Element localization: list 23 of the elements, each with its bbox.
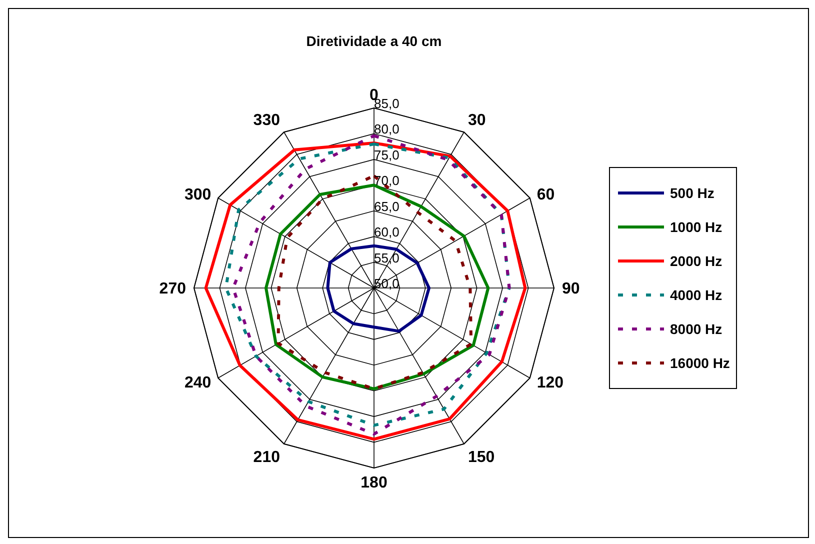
y-tick-label: 60,0 (374, 224, 400, 240)
y-tick-label: 65,0 (374, 198, 400, 214)
legend-label: 500 Hz (670, 185, 714, 201)
spoke-label: 270 (159, 280, 186, 298)
spoke-label: 240 (184, 374, 212, 392)
legend-label: 2000 Hz (670, 253, 722, 269)
spoke-label: 120 (536, 374, 564, 392)
spoke-label: 180 (360, 474, 388, 492)
spoke-label: 30 (468, 112, 486, 130)
y-tick-label: 70,0 (374, 173, 400, 188)
y-tick-label: 80,0 (374, 122, 400, 137)
legend-label: 8000 Hz (670, 321, 722, 337)
legend-label: 4000 Hz (670, 287, 722, 303)
legend-label: 16000 Hz (670, 355, 730, 371)
spoke-label: 210 (253, 449, 280, 466)
legend-label: 1000 Hz (670, 219, 722, 235)
y-tick-label: 75,0 (374, 147, 400, 162)
spoke-label: 330 (253, 112, 280, 130)
spoke-label: 150 (468, 449, 495, 466)
spoke-label: 60 (536, 186, 555, 204)
chart-title: Diretividade a 40 cm (305, 33, 443, 49)
spoke-label: 90 (562, 280, 580, 298)
spoke-label: 300 (184, 186, 212, 204)
